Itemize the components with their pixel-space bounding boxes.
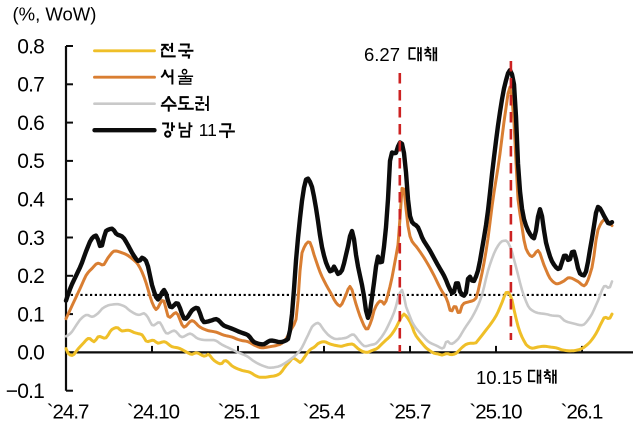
svg-text:11: 11	[199, 120, 217, 140]
svg-text:`25.4: `25.4	[303, 401, 345, 424]
svg-text:0.3: 0.3	[17, 227, 44, 250]
svg-text:`24.7: `24.7	[47, 401, 89, 424]
svg-text:6.27: 6.27	[364, 44, 400, 65]
svg-text:0.5: 0.5	[17, 150, 44, 173]
svg-text:`25.10: `25.10	[469, 401, 522, 424]
svg-text:`25.7: `25.7	[389, 401, 431, 424]
svg-text:0.2: 0.2	[17, 265, 44, 288]
svg-text:0.1: 0.1	[17, 303, 44, 326]
svg-text:0.0: 0.0	[17, 342, 44, 365]
svg-text:`24.10: `24.10	[127, 401, 180, 424]
svg-text:`25.1: `25.1	[218, 401, 260, 424]
svg-text:10.15: 10.15	[476, 367, 522, 388]
svg-text:0.8: 0.8	[17, 35, 44, 58]
svg-text:(%, WoW): (%, WoW)	[13, 4, 97, 25]
svg-text:−0.1: −0.1	[6, 380, 44, 403]
svg-text:0.4: 0.4	[17, 189, 45, 212]
svg-text:`26.1: `26.1	[561, 401, 603, 424]
svg-text:0.7: 0.7	[17, 74, 44, 97]
svg-text:0.6: 0.6	[17, 112, 44, 135]
